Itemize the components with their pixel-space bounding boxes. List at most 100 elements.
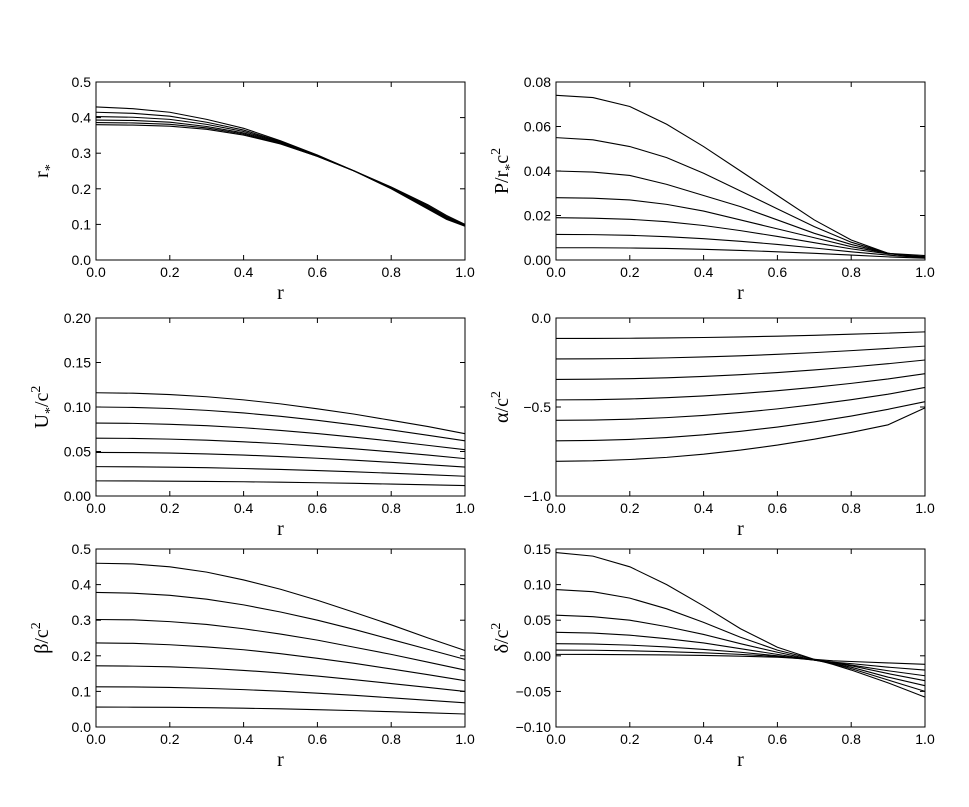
y-tick-label: −0.05 [516,683,552,699]
x-tick-label: 0.0 [546,264,566,280]
x-tick-label: 0.6 [768,731,788,747]
panel-middle-right: 0.0 0.2 0.4 0.6 0.8 1.0 −1.0 −0.5 0.0 r α/c2 [489,310,935,540]
y-tick-label: 0.2 [72,181,92,197]
x-axis-label: r [277,282,284,304]
y-tick-label: 0.15 [64,355,91,371]
series-line-5 [95,451,466,468]
series-line-5 [555,643,926,677]
x-tick-label: 0.0 [546,500,566,516]
x-tick-label: 0.2 [160,500,180,516]
series-line-3 [95,618,466,671]
y-tick-label: 0.20 [64,310,91,326]
plot-frame [95,81,466,261]
y-axis-label: P/r*c2 [489,148,518,194]
x-tick-label: 1.0 [915,731,935,747]
y-tick-label: 0.08 [524,74,551,90]
x-tick-label: 0.2 [160,731,180,747]
panel-top-left: 0.0 0.2 0.4 0.6 0.8 1.0 0.0 0.1 0.2 0.3 0.4 0.5 r r* [31,74,475,304]
series-line-6 [555,649,926,671]
series-line-1 [95,106,466,225]
y-axis-label: δ/c2 [489,623,513,654]
series-line-5 [95,122,466,227]
series-line-6 [555,401,926,442]
y-tick-label: 0.06 [524,119,551,135]
x-tick-label: 0.4 [694,264,714,280]
x-tick-label: 0.8 [841,500,861,516]
x-tick-label: 0.6 [308,731,328,747]
series-line-5 [555,217,926,258]
series-line-1 [95,392,466,435]
y-tick-label: 0.02 [524,208,551,224]
y-tick-label: 0.4 [72,110,92,126]
x-tick-label: 0.6 [308,500,328,516]
x-axis-label: r [277,518,284,540]
y-tick-label: 0.1 [72,683,92,699]
panel-bottom-right: 0.0 0.2 0.4 0.6 0.8 1.0 −0.10 −0.05 0.00 0.05 0.10… [489,541,935,771]
series-line-7 [95,706,466,715]
series-line-7 [556,247,926,259]
y-tick-label: 0.3 [72,612,92,628]
series-line-3 [555,359,926,380]
x-tick-label: 0.0 [86,264,106,280]
x-tick-label: 1.0 [915,500,935,516]
series-line-3 [555,614,926,687]
x-tick-label: 0.0 [546,731,566,747]
series-line-4 [555,631,926,682]
panel-middle-left: 0.0 0.2 0.4 0.6 0.8 1.0 0.00 0.05 0.10 0.15 0.20 r U… [29,310,475,540]
x-tick-label: 0.8 [841,731,861,747]
series-line-1 [95,562,466,651]
series-line-6 [95,124,466,227]
x-tick-label: 0.2 [620,264,640,280]
y-tick-label: 0.0 [72,252,92,268]
x-tick-label: 0.4 [234,264,254,280]
x-tick-label: 0.8 [381,264,401,280]
y-tick-label: 0.5 [72,74,92,90]
series-line-1 [555,331,926,340]
plot-frame [555,317,926,497]
series-line-2 [95,591,466,660]
series-line-5 [555,386,926,421]
x-tick-label: 0.4 [234,500,254,516]
y-axis-label: U*/c2 [29,386,58,429]
series-line-4 [95,119,466,226]
y-tick-label: 0.3 [72,145,92,161]
x-tick-label: 0.6 [768,264,788,280]
series-line-4 [555,197,926,257]
x-tick-label: 1.0 [455,500,475,516]
series-line-2 [555,589,926,692]
y-tick-label: 0.04 [524,163,551,179]
panel-top-right: 0.0 0.2 0.4 0.6 0.8 1.0 0.00 0.02 0.04 0.06 0.08 r P… [489,74,935,304]
series-line-2 [555,137,926,259]
x-tick-label: 0.0 [86,500,106,516]
series-line-3 [555,170,926,259]
series-line-6 [95,686,466,704]
series-line-4 [95,642,466,682]
y-tick-label: 0.10 [524,577,551,593]
y-tick-label: 0.05 [64,444,91,460]
x-tick-label: 0.8 [841,264,861,280]
y-tick-label: 0.15 [524,541,551,557]
y-tick-label: 0.0 [72,719,92,735]
x-tick-label: 1.0 [455,264,475,280]
x-axis-label: r [737,749,744,771]
x-tick-label: 1.0 [915,264,935,280]
x-tick-label: 0.2 [620,731,640,747]
series-line-7 [95,480,466,487]
series-line-3 [95,115,466,226]
x-tick-label: 0.4 [694,500,714,516]
series-line-2 [95,111,466,226]
y-tick-label: 0.0 [532,310,552,326]
x-tick-label: 0.8 [381,731,401,747]
series-line-6 [555,233,926,259]
panel-bottom-left: 0.0 0.2 0.4 0.6 0.8 1.0 0.0 0.1 0.2 0.3 0.4 0.5 r β/c… [29,541,475,771]
y-axis-label: r* [31,164,58,178]
series-line-2 [555,345,926,360]
series-line-4 [555,373,926,401]
x-tick-label: 0.2 [160,264,180,280]
y-tick-label: 0.5 [72,541,92,557]
y-tick-label: 0.05 [524,612,551,628]
series-line-2 [95,406,466,442]
series-line-1 [555,94,926,259]
x-tick-label: 0.4 [694,731,714,747]
